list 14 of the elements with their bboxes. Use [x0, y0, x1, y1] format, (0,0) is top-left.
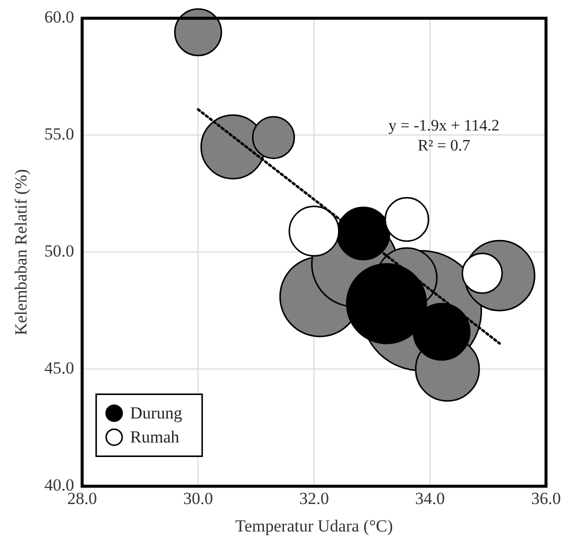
x-tick-label: 30.0	[183, 488, 213, 508]
x-tick-label: 36.0	[531, 488, 561, 508]
x-tick-label: 34.0	[415, 488, 445, 508]
legend-label: Rumah	[130, 428, 180, 447]
y-axis-title: Kelembaban Relatif (%)	[12, 169, 31, 336]
annotation: R² = 0.7	[418, 137, 470, 154]
y-tick-label: 55.0	[44, 124, 74, 144]
x-axis-title: Temperatur Udara (°C)	[235, 516, 393, 536]
x-tick-label: 32.0	[299, 488, 329, 508]
y-tick-label: 50.0	[44, 242, 74, 261]
annotation: y = -1.9x + 114.2	[388, 117, 500, 134]
y-tick-label: 60.0	[44, 8, 74, 27]
y-tick-label: 45.0	[44, 358, 74, 378]
legend-label: Durung	[130, 404, 183, 423]
